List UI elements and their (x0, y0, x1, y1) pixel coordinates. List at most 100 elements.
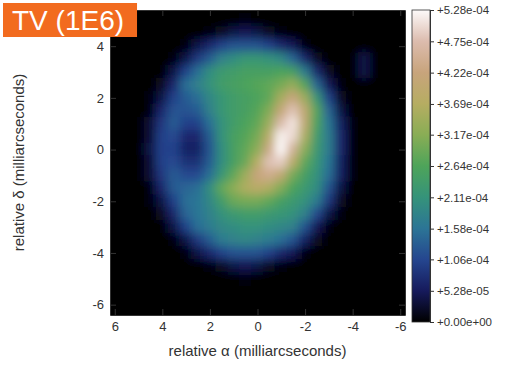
heatmap-cell (251, 207, 264, 221)
heatmap-cell (311, 26, 324, 40)
heatmap-cell (239, 26, 252, 40)
axis-line (111, 315, 406, 316)
heatmap-cell (275, 52, 288, 66)
tick-label: -4 (347, 319, 359, 334)
colorbar-gradient (412, 10, 430, 322)
heatmap-cell (275, 272, 288, 286)
heatmap-cell (358, 156, 371, 170)
heatmap-cell (192, 220, 205, 234)
tick-label: -6 (395, 319, 407, 334)
heatmap-cell (132, 143, 145, 157)
heatmap-cell (358, 104, 371, 118)
heatmap-cell (168, 91, 181, 105)
colorbar-tick-mark (430, 166, 434, 167)
heatmap-cell (227, 104, 240, 118)
heatmap-cell (275, 26, 288, 40)
colorbar-tick: +5.28e-04 (430, 4, 490, 16)
heatmap-cell (275, 259, 288, 273)
heatmap-cell (287, 246, 300, 260)
heatmap-cell (299, 104, 312, 118)
heatmap-cell (311, 207, 324, 221)
heatmap-cell (168, 13, 181, 27)
tick-label: -2 (300, 319, 312, 334)
tick: 4 (97, 39, 116, 54)
heatmap-cell (203, 168, 216, 182)
heatmap-cell (144, 26, 157, 40)
tick (399, 150, 405, 151)
heatmap-cell (239, 233, 252, 247)
heatmap-cell (346, 143, 359, 157)
heatmap-cell (322, 246, 335, 260)
heatmap-cell (311, 259, 324, 273)
tick (210, 10, 211, 16)
heatmap-cell (263, 130, 276, 144)
plot-area (132, 13, 383, 285)
heatmap-cell (322, 91, 335, 105)
heatmap-cell (251, 194, 264, 208)
tick: -2 (92, 194, 116, 209)
heatmap-cell (322, 272, 335, 286)
heatmap-cell (180, 117, 193, 131)
heatmap-cell (215, 65, 228, 79)
heatmap-cell (192, 194, 205, 208)
tick-label: 0 (254, 319, 261, 334)
heatmap-cell (334, 117, 347, 131)
heatmap-cell (144, 220, 157, 234)
heatmap-cell (239, 194, 252, 208)
tick (399, 46, 405, 47)
heatmap-cell (215, 143, 228, 157)
heatmap-cell (227, 272, 240, 286)
heatmap-cell (227, 181, 240, 195)
heatmap-cell (334, 52, 347, 66)
colorbar-tick: +2.64e-04 (430, 160, 490, 172)
colorbar-tick-mark (430, 104, 434, 105)
colorbar-tick-mark (430, 73, 434, 74)
heatmap-cell (251, 233, 264, 247)
heatmap-cell (263, 233, 276, 247)
heatmap-cell (168, 246, 181, 260)
heatmap-cell (287, 168, 300, 182)
heatmap-cell (227, 78, 240, 92)
heatmap-cell (311, 104, 324, 118)
heatmap-cell (334, 220, 347, 234)
heatmap-cell (346, 104, 359, 118)
heatmap-cell (346, 233, 359, 247)
heatmap-cell (263, 220, 276, 234)
heatmap-cell (203, 104, 216, 118)
heatmap-cell (180, 194, 193, 208)
heatmap-cell (192, 117, 205, 131)
tick: -4 (92, 246, 116, 261)
heatmap-cell (215, 272, 228, 286)
heatmap-cell (311, 220, 324, 234)
heatmap-cell (358, 130, 371, 144)
tick-mark (399, 201, 405, 202)
heatmap-cell (192, 272, 205, 286)
heatmap-cell (215, 181, 228, 195)
colorbar-tick-mark (430, 10, 434, 11)
heatmap-cell (239, 181, 252, 195)
heatmap-cell (334, 78, 347, 92)
heatmap-cell (287, 91, 300, 105)
heatmap-cell (311, 194, 324, 208)
heatmap-cell (275, 13, 288, 27)
heatmap-cell (180, 207, 193, 221)
heatmap-cell (239, 91, 252, 105)
heatmap-cell (156, 130, 169, 144)
heatmap-cell (192, 246, 205, 260)
heatmap-cell (358, 52, 371, 66)
heatmap-cell (168, 26, 181, 40)
heatmap-cell (287, 52, 300, 66)
heatmap-cell (215, 207, 228, 221)
tick: -2 (300, 309, 312, 334)
colorbar-tick-label: +0.00e+00 (437, 316, 492, 328)
heatmap-cell (144, 13, 157, 27)
colorbar-tick: +0.00e+00 (430, 316, 492, 328)
tick-mark (399, 305, 405, 306)
heatmap-cell (370, 78, 383, 92)
heatmap-cell (192, 65, 205, 79)
heatmap-cell (299, 156, 312, 170)
heatmap-cell (192, 130, 205, 144)
heatmap-cell (358, 91, 371, 105)
heatmap-cell (215, 156, 228, 170)
heatmap-cell (334, 65, 347, 79)
